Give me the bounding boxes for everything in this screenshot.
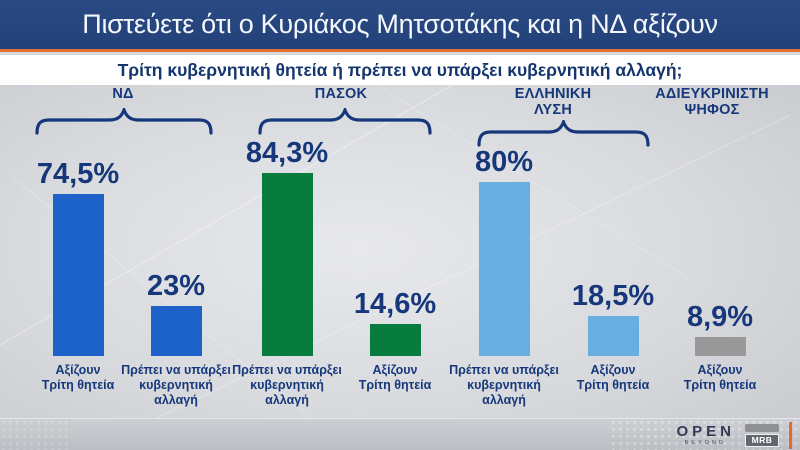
bar [261,173,313,356]
mrb-logo-text: MRB [745,433,779,447]
bar-value-label: 80% [474,146,534,178]
bar [587,316,639,356]
bar-value-label: 23% [146,270,206,302]
bar-category-label: Πρέπει να υπάρξει κυβερνητική αλλαγή [121,363,231,407]
bar [150,306,202,356]
open-logo-text: OPEN [676,422,735,440]
bar-category-label: Πρέπει να υπάρξει κυβερνητική αλλαγή [449,363,559,407]
title-banner: Πιστεύετε ότι ο Κυριάκος Μητσοτάκης και … [0,0,800,52]
bar-category-label: Αξίζουν Τρίτη θητεία [41,363,115,392]
bar-category-label: Αξίζουν Τρίτη θητεία [576,363,650,392]
bar-value-label: 84,3% [245,137,329,169]
bar-value-label: 18,5% [571,280,655,312]
bar [52,194,104,356]
bar-value-label: 14,6% [353,288,437,320]
subtitle-band: Τρίτη κυβερνητική θητεία ή πρέπει να υπά… [0,55,800,85]
bar-category-label: Αξίζουν Τρίτη θητεία [683,363,757,392]
group-brace [35,108,213,135]
footer-band: OPEN BEYOND MRB [0,418,800,450]
bar-value-label: 8,9% [686,301,754,333]
open-logo: OPEN BEYOND [672,424,735,447]
group-header: ΠΑΣΟΚ [314,86,368,102]
group-brace [258,108,432,135]
group-header: ΕΛΛΗΝΙΚΗ ΛΥΣΗ [514,86,592,118]
bar [369,324,421,356]
open-logo-subtext: BEYOND [684,439,726,446]
page-title: Πιστεύετε ότι ο Κυριάκος Μητσοτάκης και … [82,9,718,39]
mrb-logo-bar [745,423,779,432]
bar [694,337,746,356]
group-header: ΝΔ [112,86,134,102]
group-header: ΑΔΙΕΥΚΡΙΝΙΣΤΗ ΨΗΦΟΣ [655,86,769,118]
channel-logos: OPEN BEYOND MRB [672,421,792,449]
halftone-dots-left-decoration [0,419,70,450]
bar-value-label: 74,5% [36,158,120,190]
orange-tick-decoration [789,421,792,449]
page-subtitle: Τρίτη κυβερνητική θητεία ή πρέπει να υπά… [117,59,683,80]
bar [478,182,530,356]
bar-category-label: Αξίζουν Τρίτη θητεία [358,363,432,392]
mrb-logo: MRB [745,423,779,447]
group-brace [477,120,650,147]
chart-background [0,85,800,450]
bar-category-label: Πρέπει να υπάρξει κυβερνητική αλλαγή [232,363,342,407]
